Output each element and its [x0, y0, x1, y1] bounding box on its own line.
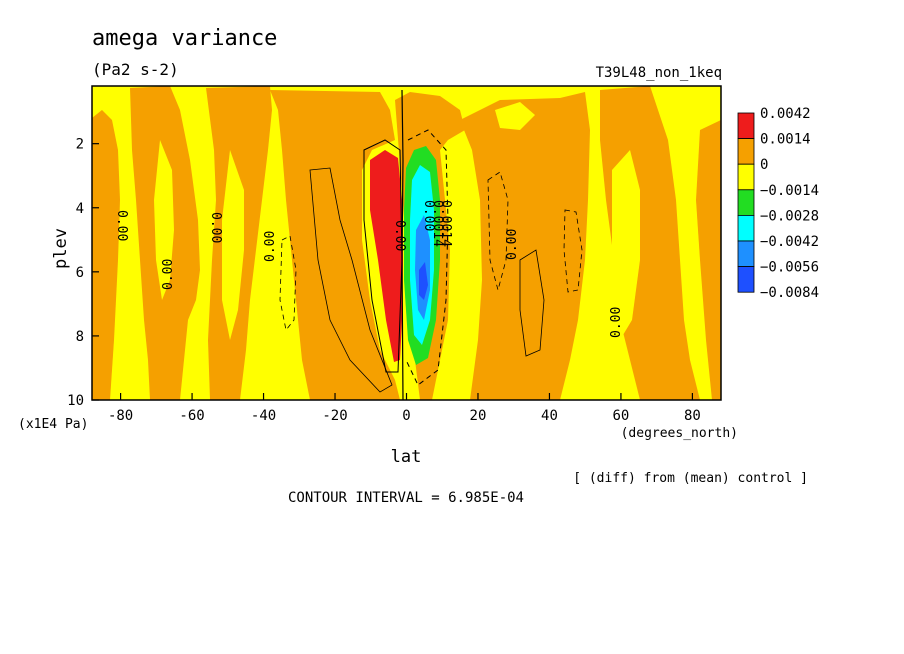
orange-band-east — [460, 92, 590, 400]
yellow-hole-top — [495, 102, 535, 130]
yellow-hole-east-far — [612, 150, 640, 340]
diff-note: [ (diff) from (mean) control ] — [573, 471, 808, 486]
contour-line-far-east-inner — [519, 249, 545, 357]
legend-level-label: −0.0028 — [760, 208, 819, 224]
orange-band-east-edge — [696, 120, 721, 400]
y-axis-label: plev — [51, 228, 71, 269]
legend-level-label: −0.0042 — [760, 234, 819, 250]
contour-zero-line-central — [401, 89, 404, 400]
contour-label: 0.00 — [208, 212, 223, 243]
legend-level-label: 0 — [760, 157, 768, 173]
plot-area: 0.00 0.00 0.00 0.00 0.00 0.00 0.00 0.00 … — [91, 85, 722, 401]
x-tick-label: -40 — [251, 408, 276, 424]
x-tick-label: 40 — [541, 408, 558, 424]
yellow-hole-mid — [222, 150, 244, 340]
chart-title: amega variance — [92, 26, 277, 51]
contour-labels: 0.00 0.00 0.00 0.00 0.00 0.00 0.00 0.00 … — [114, 200, 624, 338]
contour-label: 0.00 — [161, 259, 176, 290]
legend-level-label: 0.0014 — [760, 132, 811, 148]
x-tick-label: -60 — [179, 408, 204, 424]
contour-lines — [279, 89, 583, 400]
y-tick-label: 10 — [67, 393, 84, 409]
legend-level-label: −0.0014 — [760, 183, 819, 199]
contour-label: 0.00 — [505, 229, 520, 260]
blue-core — [419, 262, 428, 300]
x-tick-label: 60 — [613, 408, 630, 424]
contour-line-orange-outer — [309, 167, 393, 393]
chart-units: (Pa2 s-2) — [92, 60, 179, 79]
yellow-hole-west — [154, 140, 174, 300]
legend-level-label: −0.0056 — [760, 260, 819, 276]
contour-label: 0.00 — [421, 200, 436, 231]
x-tick-label: 80 — [684, 408, 701, 424]
contour-label: 0.0014 — [438, 200, 453, 247]
x-axis-label: lat — [391, 447, 422, 467]
legend-swatch — [737, 189, 755, 216]
contour-dashed-east — [405, 129, 449, 386]
red-band — [370, 150, 403, 362]
contour-dashed-west — [279, 235, 297, 331]
contour-fills — [92, 86, 721, 400]
legend-swatch — [737, 163, 755, 191]
orange-band-far-west — [92, 110, 120, 400]
y-tick-label: 4 — [76, 201, 84, 217]
y-axis: 2 4 6 8 10 — [67, 137, 99, 409]
color-legend: 0.0042 0.0014 0 −0.0014 −0.0028 −0.0042 −0.005… — [737, 106, 819, 301]
contour-line-red — [363, 139, 403, 373]
legend-swatch — [737, 138, 755, 165]
x-axis: -80 -60 -40 -20 0 20 40 60 80 — [108, 393, 701, 424]
x-tick-label: -20 — [322, 408, 347, 424]
contour-label: 0.00 — [263, 231, 278, 262]
legend-swatch — [737, 266, 755, 293]
legend-level-label: 0.0042 — [760, 106, 811, 122]
y-tick-label: 6 — [76, 265, 84, 281]
legend-swatch — [737, 214, 755, 242]
legend-swatch — [737, 112, 755, 140]
legend-swatch — [737, 240, 755, 268]
x-tick-label: 20 — [470, 408, 487, 424]
x-tick-label: 0 — [402, 408, 410, 424]
contour-dashed-far-east — [563, 209, 583, 293]
contour-dashed-east2 — [487, 171, 509, 292]
contour-label: 0.00 — [609, 307, 624, 338]
y-tick-label: 8 — [76, 329, 84, 345]
orange-band-central-west — [270, 90, 400, 400]
run-label: T39L48_non_1keq — [596, 65, 722, 81]
x-tick-label: -80 — [108, 408, 133, 424]
contour-label: 0.00 — [392, 220, 407, 251]
contour-label: 0.00 — [114, 210, 129, 241]
y-tick-label: 2 — [76, 137, 84, 153]
y-axis-units: (x1E4 Pa) — [18, 417, 88, 432]
contour-interval: CONTOUR INTERVAL = 6.985E-04 — [288, 490, 524, 506]
contour-label: 0.0014 — [430, 200, 445, 247]
x-axis-units: (degrees_north) — [621, 426, 738, 441]
legend-level-label: −0.0084 — [760, 285, 819, 301]
